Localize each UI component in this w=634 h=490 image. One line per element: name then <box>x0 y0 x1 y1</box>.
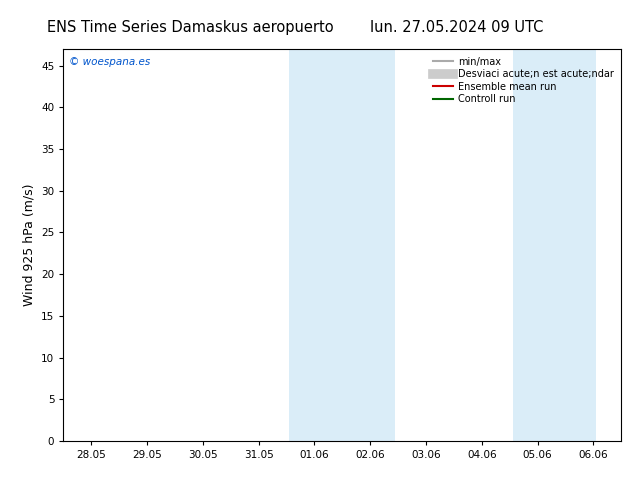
Text: © woespana.es: © woespana.es <box>69 57 150 67</box>
Text: lun. 27.05.2024 09 UTC: lun. 27.05.2024 09 UTC <box>370 20 543 35</box>
Y-axis label: Wind 925 hPa (m/s): Wind 925 hPa (m/s) <box>23 184 36 306</box>
Text: ENS Time Series Damaskus aeropuerto: ENS Time Series Damaskus aeropuerto <box>47 20 333 35</box>
Legend: min/max, Desviaci acute;n est acute;ndar, Ensemble mean run, Controll run: min/max, Desviaci acute;n est acute;ndar… <box>430 54 616 107</box>
Bar <box>289 49 396 441</box>
Bar <box>512 49 596 441</box>
